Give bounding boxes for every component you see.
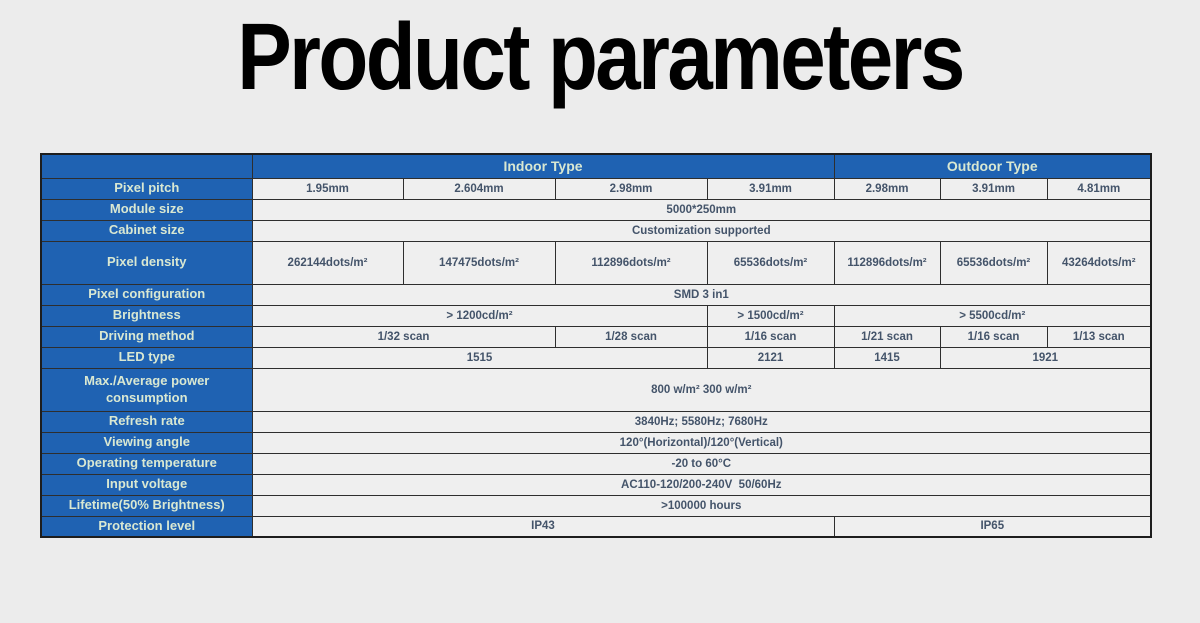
row-label: Operating temperature (40, 452, 253, 475)
table-row: Module size 5000*250mm (40, 198, 1152, 221)
column-group-header: Indoor Type (251, 153, 835, 179)
row-label: Pixel density (40, 240, 253, 285)
row-label: Module size (40, 198, 253, 221)
parameters-table: Indoor Type Outdoor Type Pixel pitch 1.95mm… (40, 153, 1153, 538)
value-cell: 147475dots/m² (402, 240, 556, 285)
row-label: Brightness (40, 304, 253, 327)
value-cell: > 5500cd/m² (833, 304, 1152, 327)
table-row: Input voltage AC110-120/200-240V 50/60Hz (40, 473, 1152, 496)
table-row: Cabinet size Customization supported (40, 219, 1152, 242)
row-label: Pixel configuration (40, 283, 253, 306)
value-cell: 1/16 scan (706, 325, 835, 348)
value-cell: 5000*250mm (251, 198, 1152, 221)
table-row: Protection level IP43 IP65 (40, 515, 1152, 538)
table-row: Max./Average power consumption 800 w/m² 3… (40, 367, 1152, 412)
row-label: Refresh rate (40, 410, 253, 433)
row-label: Driving method (40, 325, 253, 348)
table-row: Viewing angle 120°(Horizontal)/120°(Verti… (40, 431, 1152, 454)
value-cell: 1/32 scan (251, 325, 556, 348)
value-cell: 120°(Horizontal)/120°(Vertical) (251, 431, 1152, 454)
value-cell: 3.91mm (706, 177, 835, 200)
table-row: LED type 1515 2121 1415 1921 (40, 346, 1152, 369)
value-cell: 1/16 scan (939, 325, 1048, 348)
value-cell: 2.98mm (554, 177, 708, 200)
table-row: Driving method 1/32 scan 1/28 scan 1/16 sca… (40, 325, 1152, 348)
value-cell: IP65 (833, 515, 1152, 538)
value-cell: 1515 (251, 346, 708, 369)
parameters-table-container: Indoor Type Outdoor Type Pixel pitch 1.95mm… (40, 153, 1153, 538)
value-cell: > 1500cd/m² (706, 304, 835, 327)
value-cell: 3840Hz; 5580Hz; 7680Hz (251, 410, 1152, 433)
value-cell: IP43 (251, 515, 835, 538)
page-title: Product parameters (237, 4, 965, 110)
value-cell: 2.98mm (833, 177, 941, 200)
value-cell: 3.91mm (939, 177, 1048, 200)
table-row: Pixel density 262144dots/m² 147475dots/m² 1… (40, 240, 1152, 285)
value-cell: 112896dots/m² (833, 240, 941, 285)
value-cell: 800 w/m² 300 w/m² (251, 367, 1152, 412)
row-label: Lifetime(50% Brightness) (40, 494, 253, 517)
value-cell: 262144dots/m² (251, 240, 404, 285)
row-label: Input voltage (40, 473, 253, 496)
value-cell: 1921 (939, 346, 1152, 369)
value-cell: > 1200cd/m² (251, 304, 708, 327)
table-header-row: Indoor Type Outdoor Type (40, 153, 1152, 179)
value-cell: -20 to 60°C (251, 452, 1152, 475)
value-cell: 65536dots/m² (706, 240, 835, 285)
value-cell: 1/21 scan (833, 325, 941, 348)
table-row: Operating temperature -20 to 60°C (40, 452, 1152, 475)
value-cell: >100000 hours (251, 494, 1152, 517)
value-cell: 2121 (706, 346, 835, 369)
table-row: Pixel configuration SMD 3 in1 (40, 283, 1152, 306)
value-cell: 1415 (833, 346, 941, 369)
row-label: Max./Average power consumption (40, 367, 253, 412)
table-row: Lifetime(50% Brightness) >100000 hours (40, 494, 1152, 517)
value-cell: 2.604mm (402, 177, 556, 200)
value-cell: 1.95mm (251, 177, 404, 200)
value-cell: SMD 3 in1 (251, 283, 1152, 306)
row-label: Cabinet size (40, 219, 253, 242)
value-cell: 112896dots/m² (554, 240, 708, 285)
row-label: Pixel pitch (40, 177, 253, 200)
row-label: Protection level (40, 515, 253, 538)
row-label: Viewing angle (40, 431, 253, 454)
corner-cell (40, 153, 253, 179)
value-cell: 1/28 scan (554, 325, 708, 348)
value-cell: AC110-120/200-240V 50/60Hz (251, 473, 1152, 496)
value-cell: 43264dots/m² (1046, 240, 1152, 285)
table-row: Refresh rate 3840Hz; 5580Hz; 7680Hz (40, 410, 1152, 433)
column-group-header: Outdoor Type (833, 153, 1152, 179)
value-cell: 4.81mm (1046, 177, 1152, 200)
table-row: Brightness > 1200cd/m² > 1500cd/m² > 5500cd… (40, 304, 1152, 327)
value-cell: 1/13 scan (1046, 325, 1152, 348)
value-cell: Customization supported (251, 219, 1152, 242)
value-cell: 65536dots/m² (939, 240, 1048, 285)
row-label: LED type (40, 346, 253, 369)
table-row: Pixel pitch 1.95mm 2.604mm 2.98mm 3.91mm 2.98… (40, 177, 1152, 200)
